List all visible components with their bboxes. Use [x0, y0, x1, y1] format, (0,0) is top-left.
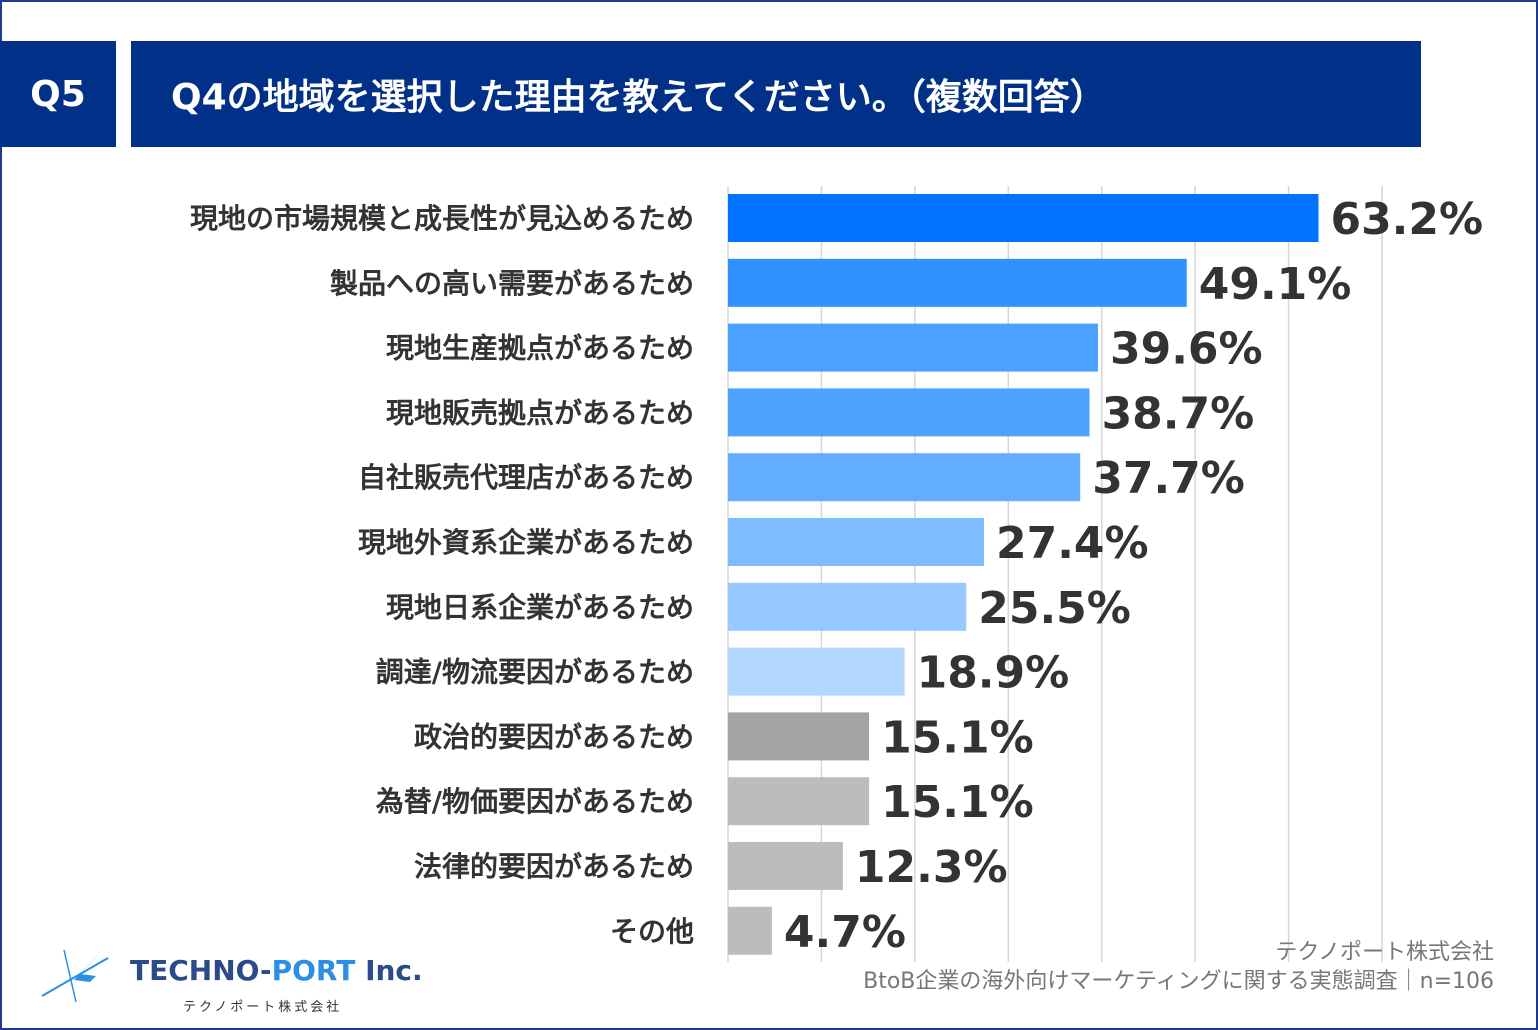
- value-label: 15.1%: [881, 777, 1034, 828]
- bar: [728, 388, 1090, 437]
- bar: [728, 906, 772, 955]
- category-label: 調達/物流要因があるため: [376, 656, 694, 689]
- value-label: 15.1%: [881, 712, 1034, 763]
- footer-survey: BtoB企業の海外向けマーケティングに関する実態調査｜n=106: [863, 969, 1494, 994]
- company-logo: TECHNO-PORT Inc. テクノポート株式会社: [38, 942, 423, 1022]
- category-label: 製品への高い需要があるため: [330, 267, 694, 300]
- value-label: 18.9%: [917, 648, 1070, 699]
- value-label: 4.7%: [784, 907, 906, 958]
- question-number-badge: Q5: [0, 41, 116, 147]
- category-label: 現地日系企業があるため: [386, 591, 694, 624]
- bar: [728, 582, 967, 631]
- value-label: 39.6%: [1110, 324, 1263, 375]
- bar: [728, 194, 1319, 242]
- category-label: 現地生産拠点があるため: [386, 332, 694, 365]
- question-text: Q4の地域を選択した理由を教えてください。（複数回答）: [171, 77, 1106, 118]
- value-label: 49.1%: [1199, 259, 1352, 310]
- footer-source: テクノポート株式会社 BtoB企業の海外向けマーケティングに関する実態調査｜n=…: [863, 938, 1494, 996]
- logo-wordmark: TECHNO-PORT Inc.: [130, 954, 423, 987]
- category-label: 現地販売拠点があるため: [386, 396, 694, 429]
- value-labels: 63.2% 49.1% 39.6% 38.7% 37.7% 27.4% 25.5% 18.9%…: [784, 194, 1483, 958]
- category-labels: 現地の市場規模と成長性が見込めるため製品への高い需要があるため現地生産拠点がある…: [190, 202, 694, 948]
- bar: [728, 453, 1081, 502]
- logo-name-suffix: Inc.: [355, 954, 423, 987]
- value-label: 25.5%: [978, 583, 1131, 634]
- footer-company: テクノポート株式会社: [1275, 940, 1494, 965]
- bar: [728, 647, 905, 696]
- bar: [728, 712, 870, 761]
- question-title: Q4の地域を選択した理由を教えてください。（複数回答）: [131, 41, 1421, 147]
- bar: [728, 842, 843, 890]
- category-label: 現地の市場規模と成長性が見込めるため: [190, 202, 694, 235]
- value-label: 63.2%: [1330, 194, 1483, 245]
- bar: [728, 518, 984, 566]
- bar: [728, 258, 1187, 307]
- logo-subtitle: テクノポート株式会社: [183, 1000, 343, 1015]
- category-label: 政治的要因があるため: [414, 720, 694, 753]
- category-label: 法律的要因があるため: [414, 850, 694, 883]
- value-label: 12.3%: [855, 842, 1008, 893]
- category-label: 現地外資系企業があるため: [358, 526, 694, 559]
- logo-name-main: TECHNO-: [130, 954, 272, 987]
- bar: [728, 777, 870, 826]
- category-label: 為替/物価要因があるため: [376, 785, 694, 818]
- value-label: 37.7%: [1092, 453, 1245, 504]
- category-label: その他: [610, 915, 694, 948]
- value-label: 38.7%: [1102, 388, 1255, 439]
- bars: [728, 194, 1319, 955]
- category-label: 自社販売代理店があるため: [358, 461, 694, 494]
- value-label: 27.4%: [996, 518, 1149, 569]
- logo-name-accent: PORT: [271, 954, 356, 987]
- lightning-icon: [41, 946, 109, 1018]
- bar: [728, 323, 1098, 372]
- gridlines: [727, 186, 1383, 962]
